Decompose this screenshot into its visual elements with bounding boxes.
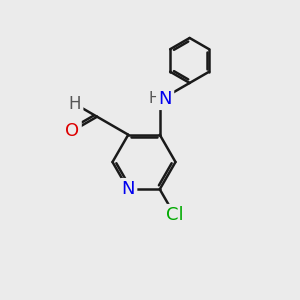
Text: Cl: Cl: [166, 206, 184, 224]
Text: H: H: [69, 95, 81, 113]
Text: N: N: [158, 90, 172, 108]
Text: O: O: [65, 122, 80, 140]
Text: H: H: [148, 91, 160, 106]
Text: N: N: [122, 180, 135, 198]
